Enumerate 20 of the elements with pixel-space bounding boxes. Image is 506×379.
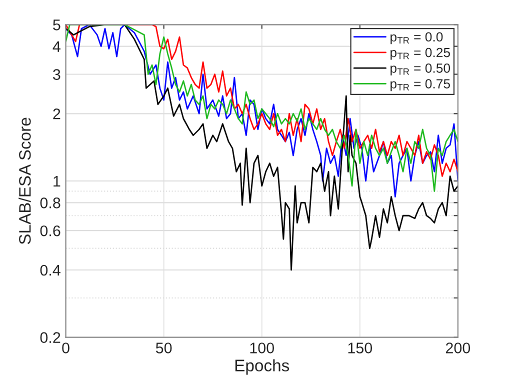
- x-tick-label: 0: [62, 342, 70, 354]
- y-tick-label: 0.8: [40, 198, 60, 208]
- y-tick-label: 1: [54, 176, 60, 187]
- y-tick-label: 5: [53, 20, 60, 30]
- x-tick-label: 200: [446, 342, 470, 354]
- x-tick-label: 50: [156, 342, 172, 354]
- x-axis-title: Epochs: [235, 359, 290, 375]
- y-tick-label: 0.4: [40, 264, 60, 276]
- legend-label: p$_{TR}$ = 0.50: [390, 63, 450, 76]
- y-tick-label: 2: [53, 108, 60, 120]
- x-tick-label: 100: [250, 342, 274, 354]
- y-tick-label: 3: [53, 69, 60, 80]
- legend-label: p$_{TR}$ = 0.0: [390, 32, 443, 44]
- y-axis-title: SLAB/ESA Score: [18, 118, 31, 244]
- y-tick-label: 0.2: [40, 332, 60, 343]
- x-tick-label: 150: [348, 342, 372, 354]
- y-tick-label: 4: [52, 41, 60, 52]
- y-tick-label: 0.6: [40, 225, 60, 236]
- legend-label: p$_{TR}$ = 0.25: [390, 48, 450, 60]
- legend-label: p$_{TR}$ = 0.75: [390, 79, 450, 92]
